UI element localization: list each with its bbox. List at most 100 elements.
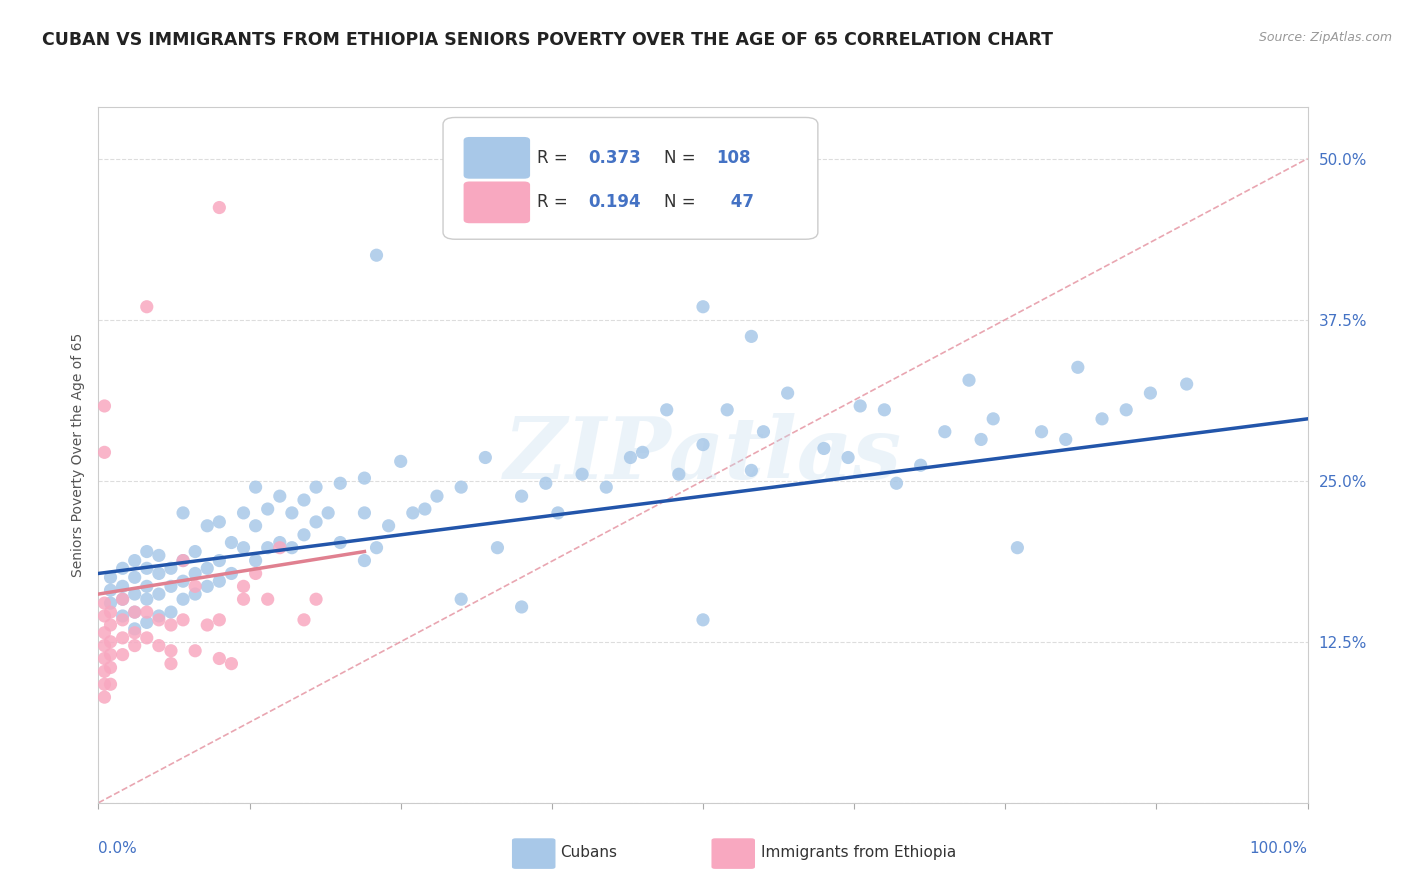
Point — [534, 476, 557, 491]
Point — [100, 583, 122, 598]
Point — [269, 541, 291, 555]
Text: N =: N = — [664, 149, 702, 167]
Point — [111, 592, 134, 607]
Point — [957, 373, 980, 387]
Point — [111, 648, 134, 662]
Point — [692, 613, 714, 627]
Point — [111, 613, 134, 627]
Point — [208, 201, 231, 215]
Point — [316, 506, 339, 520]
Point — [208, 613, 231, 627]
Point — [124, 570, 146, 584]
Point — [1054, 433, 1077, 447]
Point — [195, 618, 218, 632]
Point — [886, 476, 908, 491]
FancyBboxPatch shape — [464, 137, 530, 178]
Point — [595, 480, 617, 494]
Point — [269, 489, 291, 503]
Point — [776, 386, 799, 401]
Point — [292, 493, 315, 508]
Point — [93, 609, 115, 624]
Point — [93, 399, 115, 413]
Point — [353, 506, 375, 520]
Point — [135, 615, 157, 630]
Point — [1115, 402, 1137, 417]
Point — [486, 541, 509, 555]
Point — [450, 592, 472, 607]
Point — [329, 476, 352, 491]
Y-axis label: Seniors Poverty Over the Age of 65: Seniors Poverty Over the Age of 65 — [70, 333, 84, 577]
Point — [510, 489, 533, 503]
Point — [970, 433, 993, 447]
Point — [93, 677, 115, 691]
Text: 47: 47 — [724, 194, 754, 211]
Point — [111, 579, 134, 593]
Point — [1007, 541, 1029, 555]
Point — [160, 579, 183, 593]
Point — [668, 467, 690, 482]
Point — [510, 599, 533, 614]
Point — [402, 506, 425, 520]
Point — [910, 458, 932, 473]
Point — [389, 454, 412, 468]
Point — [281, 506, 304, 520]
Point — [135, 544, 157, 558]
Point — [221, 535, 243, 549]
Point — [148, 609, 170, 624]
Point — [172, 592, 194, 607]
Point — [269, 535, 291, 549]
Point — [305, 480, 328, 494]
Point — [184, 579, 207, 593]
Text: R =: R = — [537, 149, 574, 167]
Text: 100.0%: 100.0% — [1250, 841, 1308, 856]
Point — [195, 561, 218, 575]
Point — [172, 613, 194, 627]
Point — [160, 657, 183, 671]
Point — [184, 587, 207, 601]
Point — [135, 631, 157, 645]
Point — [93, 625, 115, 640]
Point — [148, 587, 170, 601]
Text: 0.373: 0.373 — [588, 149, 641, 167]
Point — [245, 566, 267, 581]
FancyBboxPatch shape — [443, 118, 818, 239]
Point — [135, 605, 157, 619]
Text: ZIPatlas: ZIPatlas — [503, 413, 903, 497]
Point — [100, 570, 122, 584]
Point — [111, 631, 134, 645]
Point — [135, 300, 157, 314]
Point — [148, 566, 170, 581]
Point — [256, 502, 278, 516]
Point — [208, 515, 231, 529]
Point — [450, 480, 472, 494]
Point — [813, 442, 835, 456]
Point — [221, 566, 243, 581]
Point — [208, 574, 231, 589]
Point — [135, 592, 157, 607]
Point — [100, 634, 122, 648]
Text: Cubans: Cubans — [561, 846, 617, 861]
Point — [195, 518, 218, 533]
Point — [208, 553, 231, 567]
Point — [256, 592, 278, 607]
Point — [849, 399, 872, 413]
Point — [172, 574, 194, 589]
Point — [124, 625, 146, 640]
Point — [111, 592, 134, 607]
Point — [195, 579, 218, 593]
Point — [571, 467, 593, 482]
Point — [100, 596, 122, 610]
Point — [93, 651, 115, 665]
Point — [148, 613, 170, 627]
Point — [124, 553, 146, 567]
Point — [100, 605, 122, 619]
Point — [184, 544, 207, 558]
Point — [474, 450, 496, 465]
Point — [135, 561, 157, 575]
Point — [305, 515, 328, 529]
Point — [124, 587, 146, 601]
Point — [292, 528, 315, 542]
Point — [305, 592, 328, 607]
Point — [413, 502, 436, 516]
Text: 0.0%: 0.0% — [98, 841, 138, 856]
